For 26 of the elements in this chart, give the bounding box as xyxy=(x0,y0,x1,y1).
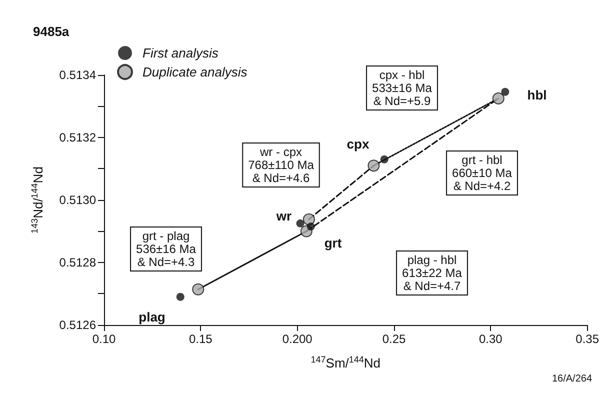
text: 16/A/264 xyxy=(552,374,592,384)
annotation: plag xyxy=(138,310,166,324)
annotation: wr - cpx 768±110 Ma & Nd=+4.6 xyxy=(248,145,314,185)
annotation: plag - hbl 613±22 Ma & Nd=+4.7 xyxy=(402,253,462,293)
annotation: hbl xyxy=(527,88,547,102)
y-tick-label: 0.5134 xyxy=(59,68,96,82)
x-tick-label: 0.15 xyxy=(188,332,213,346)
annotation: grt - hbl 660±10 Ma & Nd=+4.2 xyxy=(452,153,512,193)
annotation: cpx xyxy=(346,136,370,152)
y-tick-label: 0.5128 xyxy=(59,256,96,270)
annotation: grt - plag 536±16 Ma & Nd=+4.3 xyxy=(136,229,196,269)
x-tick-label: 0.30 xyxy=(478,332,503,346)
y-tick-label: 0.5126 xyxy=(59,318,96,332)
y-axis-title: 143Nd/144Nd xyxy=(30,166,46,234)
x-tick-label: 0.200 xyxy=(282,332,313,346)
chart-title: 9485a xyxy=(33,24,70,39)
y-tick-label: 0.5132 xyxy=(59,130,96,144)
y-tick-label: 0.5130 xyxy=(59,193,96,207)
x-tick-label: 0.10 xyxy=(92,332,116,346)
annotation: cpx - hbl 533±16 Ma & Nd=+5.9 xyxy=(372,68,432,108)
legend-label: Duplicate analysis xyxy=(142,64,248,80)
legend-label: First analysis xyxy=(142,46,219,60)
x-tick-label: 0.25 xyxy=(382,332,406,346)
annotation: wr xyxy=(275,208,292,224)
x-tick-label: 0.35 xyxy=(576,332,600,346)
annotation: grt xyxy=(324,236,342,250)
